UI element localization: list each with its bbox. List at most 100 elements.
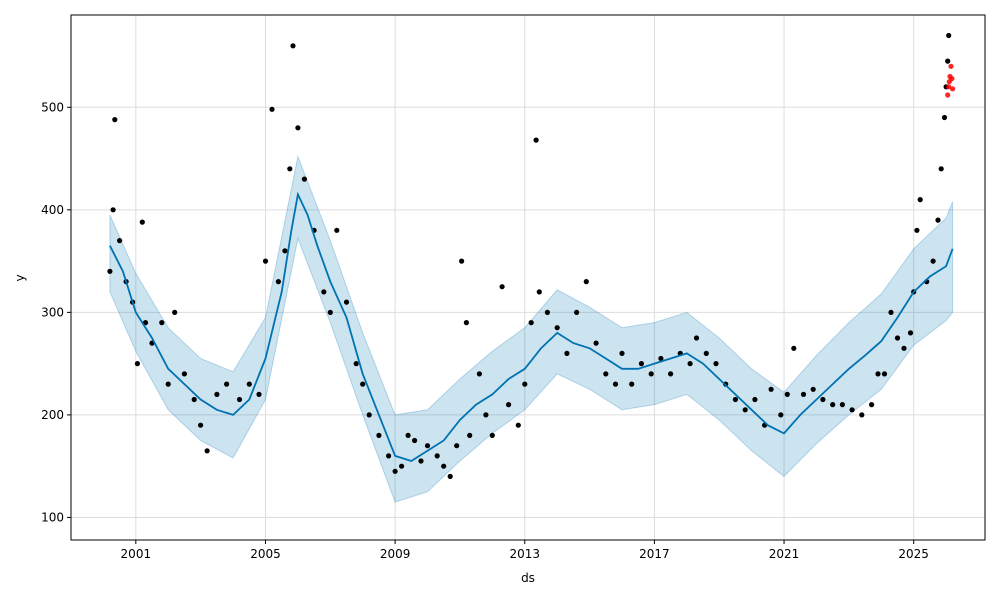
observed-point [687,361,693,367]
observed-point [204,448,210,454]
observed-point [454,443,460,449]
observed-point [668,371,674,377]
observed-point [181,371,187,377]
y-tick-label: 200 [41,408,64,422]
x-tick-label: 2001 [121,547,152,561]
observed-point [327,309,333,315]
observed-point [290,43,296,49]
x-tick-label: 2021 [769,547,800,561]
observed-point [894,335,901,341]
observed-point [935,217,941,223]
observed-point [875,371,881,377]
observed-point [191,396,197,403]
observed-point [198,422,204,428]
observed-point [901,345,907,351]
forecast-line [109,191,954,462]
observed-point [343,299,350,305]
observed-point [946,32,952,39]
observed-point [849,407,855,413]
observed-point [392,468,398,474]
observed-point [713,361,719,367]
observed-point [574,309,580,315]
x-tick-label: 2025 [898,547,929,561]
observed-point [412,437,418,444]
observed-point [386,453,392,459]
observed-point [881,371,888,377]
observed-point [256,391,262,397]
observed-point [830,402,836,408]
observed-point [544,309,551,315]
observed-point [619,350,625,356]
observed-point [612,381,619,387]
uncertainty-band-layer [109,154,954,503]
observed-point [768,386,774,392]
observed-point [353,361,359,367]
x-axis-ticks: 2001 2005 2009 2013 2017 2021 2025 [121,540,929,561]
plot-frame [70,14,986,541]
observed-point [839,402,846,408]
observed-point [820,396,826,403]
observed-point [447,473,453,479]
observed-point [859,412,865,418]
observed-point [483,412,489,418]
highlight-point [948,63,954,69]
observed-point [593,340,599,346]
observed-point [441,463,447,469]
highlight-point [946,84,952,90]
observed-point [800,391,807,397]
observed-point [117,238,123,244]
highlight-point [949,76,955,82]
observed-point [366,412,372,418]
observed-point [360,381,366,387]
x-axis-label: ds [521,571,535,585]
observed-point [945,58,951,64]
observed-point [648,371,654,377]
observed-point [463,320,469,326]
observed-point [399,463,405,469]
observed-point [142,320,149,326]
observed-point [732,396,739,403]
observed-point [110,207,116,213]
observed-point [321,289,327,295]
observed-point [629,381,635,387]
observed-point [907,330,914,336]
grid-layer [71,15,985,540]
observed-point [301,176,307,182]
observed-point [467,432,473,438]
y-axis-ticks: 100 200 300 400 500 [41,100,71,524]
observed-point [459,258,465,264]
uncertainty-band [109,154,954,503]
observed-point [742,407,748,413]
highlight-point [950,86,956,92]
observed-point [554,325,560,331]
x-tick-label: 2013 [509,547,540,561]
observed-point [282,248,288,254]
observed-point [784,391,790,397]
observed-point [405,432,411,438]
observed-point [888,309,894,315]
observed-point [376,432,382,438]
observed-point [275,279,281,285]
observed-point [917,197,923,203]
observed-point [603,371,609,377]
y-tick-label: 300 [41,305,64,319]
observed-point [515,422,521,428]
observed-point [107,268,113,274]
observed-point [522,381,528,387]
observed-point [791,345,797,351]
observed-point [506,402,512,408]
observed-point [658,355,664,362]
observed-point [693,335,700,341]
x-tick-label: 2009 [380,547,411,561]
observed-point [214,391,220,397]
observed-point [810,386,816,392]
x-tick-label: 2005 [250,547,281,561]
observed-point [703,350,709,356]
observed-point [533,137,539,143]
y-tick-label: 400 [41,203,64,217]
x-tick-label: 2017 [639,547,670,561]
observed-point [941,114,948,121]
observed-point [269,106,275,112]
observed-point [172,309,178,315]
